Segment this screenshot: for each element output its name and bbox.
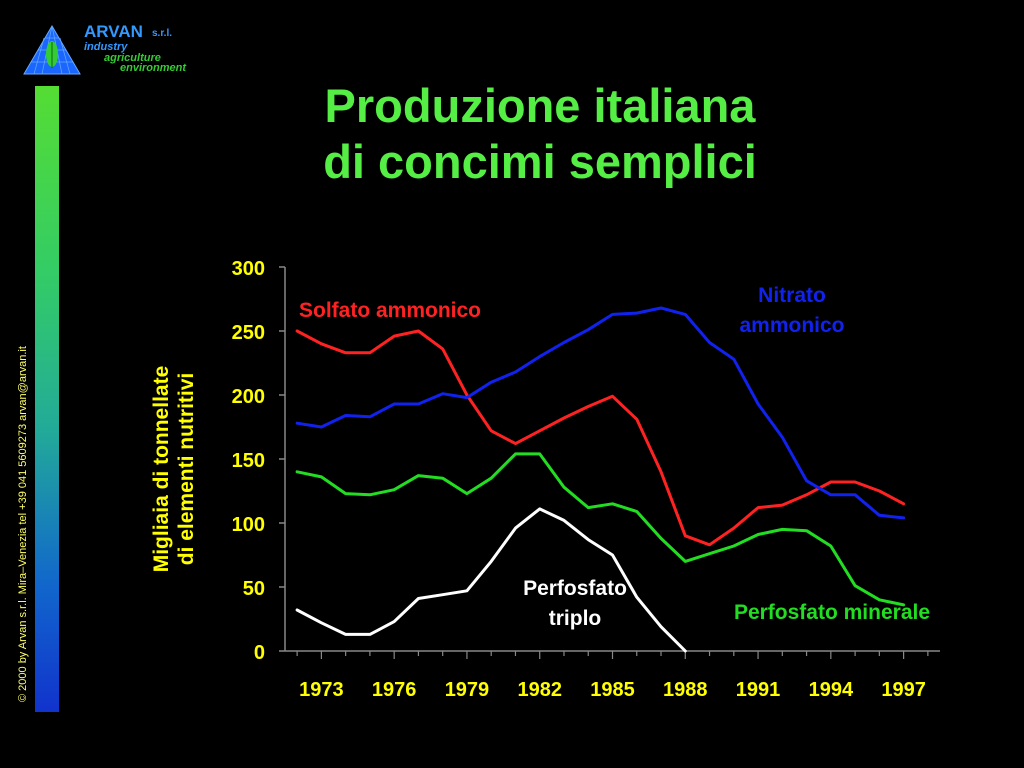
x-tick-label: 1988 xyxy=(663,679,708,701)
x-tick-label: 1982 xyxy=(517,679,562,701)
series-label-perfosfato-triplo: Perfosfato xyxy=(523,577,627,600)
logo-suffix: s.r.l. xyxy=(152,28,173,39)
copyright-notice: © 2000 by Arvan s.r.l. Mira–Venezia tel … xyxy=(17,346,29,702)
series-label-perfosfato-triplo: triplo xyxy=(549,607,602,630)
y-tick-label: 100 xyxy=(232,514,265,536)
arvan-logo: ARVAN s.r.l. industry agriculture enviro… xyxy=(22,22,202,78)
y-tick-label: 300 xyxy=(232,258,265,280)
y-tick-label: 200 xyxy=(232,386,265,408)
series-label-solfato-ammonico: Solfato ammonico xyxy=(299,299,481,322)
logo-name: ARVAN xyxy=(84,22,143,41)
x-tick-label: 1994 xyxy=(809,679,854,701)
y-axis-label: Migliaia di tonnellatedi elementi nutrit… xyxy=(150,366,198,573)
series-label-nitrato-ammonico: ammonico xyxy=(739,314,844,337)
logo-pyramid-icon xyxy=(23,25,81,75)
y-tick-label: 0 xyxy=(254,642,265,664)
x-tick-label: 1973 xyxy=(299,679,344,701)
x-tick-label: 1997 xyxy=(881,679,926,701)
logo-tagline-industry: industry xyxy=(84,41,128,53)
series-line-perfosfato-minerale xyxy=(295,452,906,607)
logo-tagline-environment: environment xyxy=(120,62,187,74)
x-tick-label: 1991 xyxy=(736,679,781,701)
slide-title-line-2: di concimi semplici xyxy=(323,135,757,188)
slide-title-line-1: Produzione italiana xyxy=(324,79,756,132)
decorative-gradient-bar xyxy=(35,86,59,712)
y-tick-label: 150 xyxy=(232,450,265,472)
logo-tagline-agriculture: agriculture xyxy=(104,52,161,64)
series-label-perfosfato-minerale: Perfosfato minerale xyxy=(734,601,930,624)
series-line-solfato-ammonico xyxy=(295,329,906,547)
y-tick-label: 250 xyxy=(232,322,265,344)
slide-title: Produzione italiana di concimi semplici xyxy=(225,78,855,190)
line-chart: 0 50 100 150 200 250 300 1973 1976 1979 1982 1985 19… xyxy=(150,258,940,701)
x-tick-label: 1979 xyxy=(445,679,490,701)
series-line-nitrato-ammonico xyxy=(295,306,906,520)
series-line-perfosfato-triplo xyxy=(295,507,687,653)
x-tick-label: 1985 xyxy=(590,679,635,701)
x-tick-label: 1976 xyxy=(372,679,417,701)
series-label-nitrato-ammonico: Nitrato xyxy=(758,284,826,307)
y-tick-label: 50 xyxy=(243,578,265,600)
